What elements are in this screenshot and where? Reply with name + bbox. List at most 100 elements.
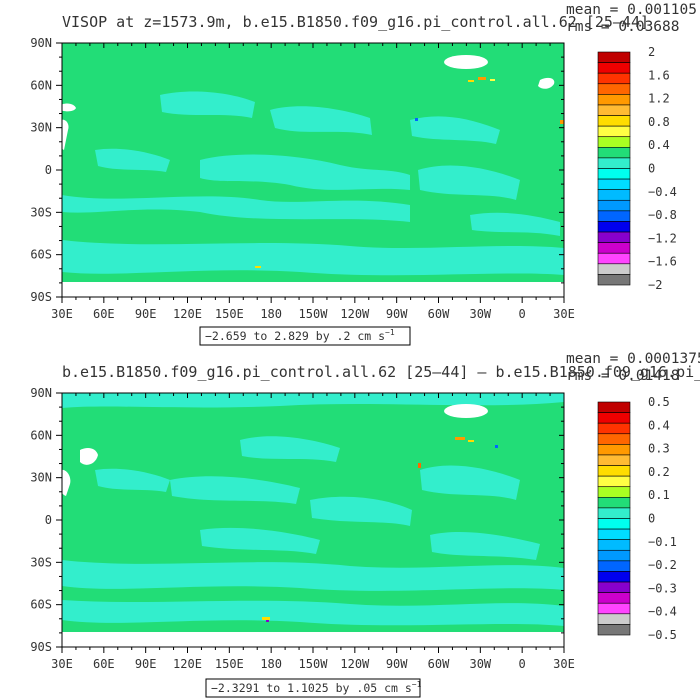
panel-1-mean: mean = 0.001105 (566, 2, 697, 18)
panel-1-land (62, 55, 564, 297)
colorbar-swatch (597, 433, 631, 445)
y-tick-label: 60N (30, 78, 52, 92)
colorbar-label: 0 (648, 512, 655, 526)
panel-2-colorbar-labels: 0.5 0.4 0.3 0.2 0.1 0 −0.1 −0.2 −0.3 −0.4 −0.5 (648, 395, 677, 642)
x-tick-label: 60W (428, 657, 450, 671)
x-tick-label: 120E (173, 657, 202, 671)
colorbar-label: −0.4 (648, 605, 677, 619)
colorbar-swatch (597, 475, 631, 488)
colorbar-swatch (597, 422, 631, 435)
colorbar-swatch (597, 199, 631, 212)
colorbar-label: 2 (648, 45, 655, 59)
colorbar-swatch (597, 624, 631, 636)
x-tick-label: 30W (469, 307, 491, 321)
colorbar-swatch (597, 486, 631, 498)
panel-2-ticks (56, 392, 565, 653)
x-tick-label: 60E (93, 307, 115, 321)
panel-2-land (62, 404, 564, 647)
y-tick-label: 30S (30, 205, 52, 219)
panel-2: b.e15.B1850.f09_g16.pi_control.all.62 [2… (30, 351, 700, 698)
colorbar-label: 0.4 (648, 138, 670, 152)
colorbar-swatch (597, 444, 631, 456)
colorbar-swatch (597, 221, 631, 233)
x-tick-label: 90E (135, 307, 157, 321)
x-tick-label: 30E (553, 307, 575, 321)
y-tick-label: 30N (30, 471, 52, 485)
colorbar-swatch (597, 571, 631, 583)
panel-1: VISOP at z=1573.9m, b.e15.B1850.f09_g16.… (30, 2, 697, 346)
colorbar-swatch (597, 242, 631, 254)
panel-2-map (62, 393, 564, 647)
x-tick-label: 150E (215, 307, 244, 321)
panel-1-ticks (56, 42, 565, 303)
panel-2-colorbar (597, 401, 631, 636)
x-tick-label: 90W (386, 307, 408, 321)
y-tick-label: 90N (30, 386, 52, 400)
panel-1-negative-regions (62, 91, 564, 276)
panel-2-x-tick-labels: 30E 60E 90E 120E 150E 180 150W 120W 90W 60W 30W 0 30… (51, 657, 575, 671)
colorbar-label: 0.4 (648, 418, 670, 432)
colorbar-label: −0.1 (648, 535, 677, 549)
colorbar-swatch (597, 613, 631, 625)
y-tick-label: 0 (45, 513, 52, 527)
x-tick-label: 30E (553, 657, 575, 671)
y-tick-label: 60N (30, 428, 52, 442)
x-tick-label: 60W (428, 307, 450, 321)
x-tick-label: 180 (260, 657, 282, 671)
colorbar-label: −0.3 (648, 581, 677, 595)
y-tick-label: 90N (30, 36, 52, 50)
x-tick-label: 60E (93, 657, 115, 671)
panel-1-range-box: −2.659 to 2.829 by .2 cm s−1 (199, 326, 411, 346)
x-tick-label: 0 (519, 657, 526, 671)
panel-1-title: VISOP at z=1573.9m, b.e15.B1850.f09_g16.… (62, 13, 649, 31)
y-tick-label: 0 (45, 163, 52, 177)
x-tick-label: 150E (215, 657, 244, 671)
colorbar-swatch (597, 157, 631, 169)
colorbar-swatch (597, 104, 631, 116)
colorbar-swatch (597, 115, 631, 127)
y-tick-label: 30S (30, 555, 52, 569)
colorbar-swatch (597, 178, 631, 190)
panel-1-highlights (255, 77, 564, 268)
panel-1-range-text: −2.659 to 2.829 by .2 cm s−1 (205, 328, 395, 343)
colorbar-swatch (597, 83, 631, 95)
colorbar-swatch (597, 454, 631, 466)
colorbar-swatch (597, 401, 631, 413)
colorbar-swatch (597, 94, 631, 106)
colorbar-swatch (597, 592, 631, 604)
colorbar-label: 0.2 (648, 465, 670, 479)
colorbar-label: 0 (648, 162, 655, 176)
x-tick-label: 150W (299, 657, 329, 671)
x-tick-label: 30E (51, 307, 73, 321)
colorbar-swatch (597, 51, 631, 63)
x-tick-label: 150W (299, 307, 329, 321)
x-tick-label: 120E (173, 307, 202, 321)
colorbar-swatch (597, 539, 631, 551)
colorbar-swatch (597, 125, 631, 138)
panel-1-colorbar (597, 51, 631, 286)
colorbar-swatch (597, 560, 631, 572)
colorbar-swatch (597, 581, 631, 593)
x-tick-label: 30E (51, 657, 73, 671)
colorbar-label: 0.1 (648, 488, 670, 502)
colorbar-swatch (597, 497, 631, 509)
colorbar-swatch (597, 252, 631, 265)
colorbar-swatch (597, 602, 631, 615)
colorbar-swatch (597, 518, 631, 530)
colorbar-label: −2 (648, 278, 662, 292)
colorbar-swatch (597, 136, 631, 148)
panel-2-rms: rms = 0.01418 (566, 368, 680, 384)
panel-2-highlights (262, 437, 498, 622)
x-tick-label: 120W (340, 307, 370, 321)
colorbar-swatch (597, 231, 631, 243)
colorbar-swatch (597, 528, 631, 540)
colorbar-label: 1.6 (648, 68, 670, 82)
colorbar-label: 0.8 (648, 115, 670, 129)
panel-1-rms: rms = 0.03688 (566, 19, 680, 35)
colorbar-swatch (597, 210, 631, 222)
colorbar-swatch (597, 62, 631, 74)
panel-2-range-text: −2.3291 to 1.1025 by .05 cm s−1 (211, 680, 422, 695)
panel-2-mean: mean = 0.0001375 (566, 351, 700, 367)
colorbar-label: −0.8 (648, 208, 677, 222)
